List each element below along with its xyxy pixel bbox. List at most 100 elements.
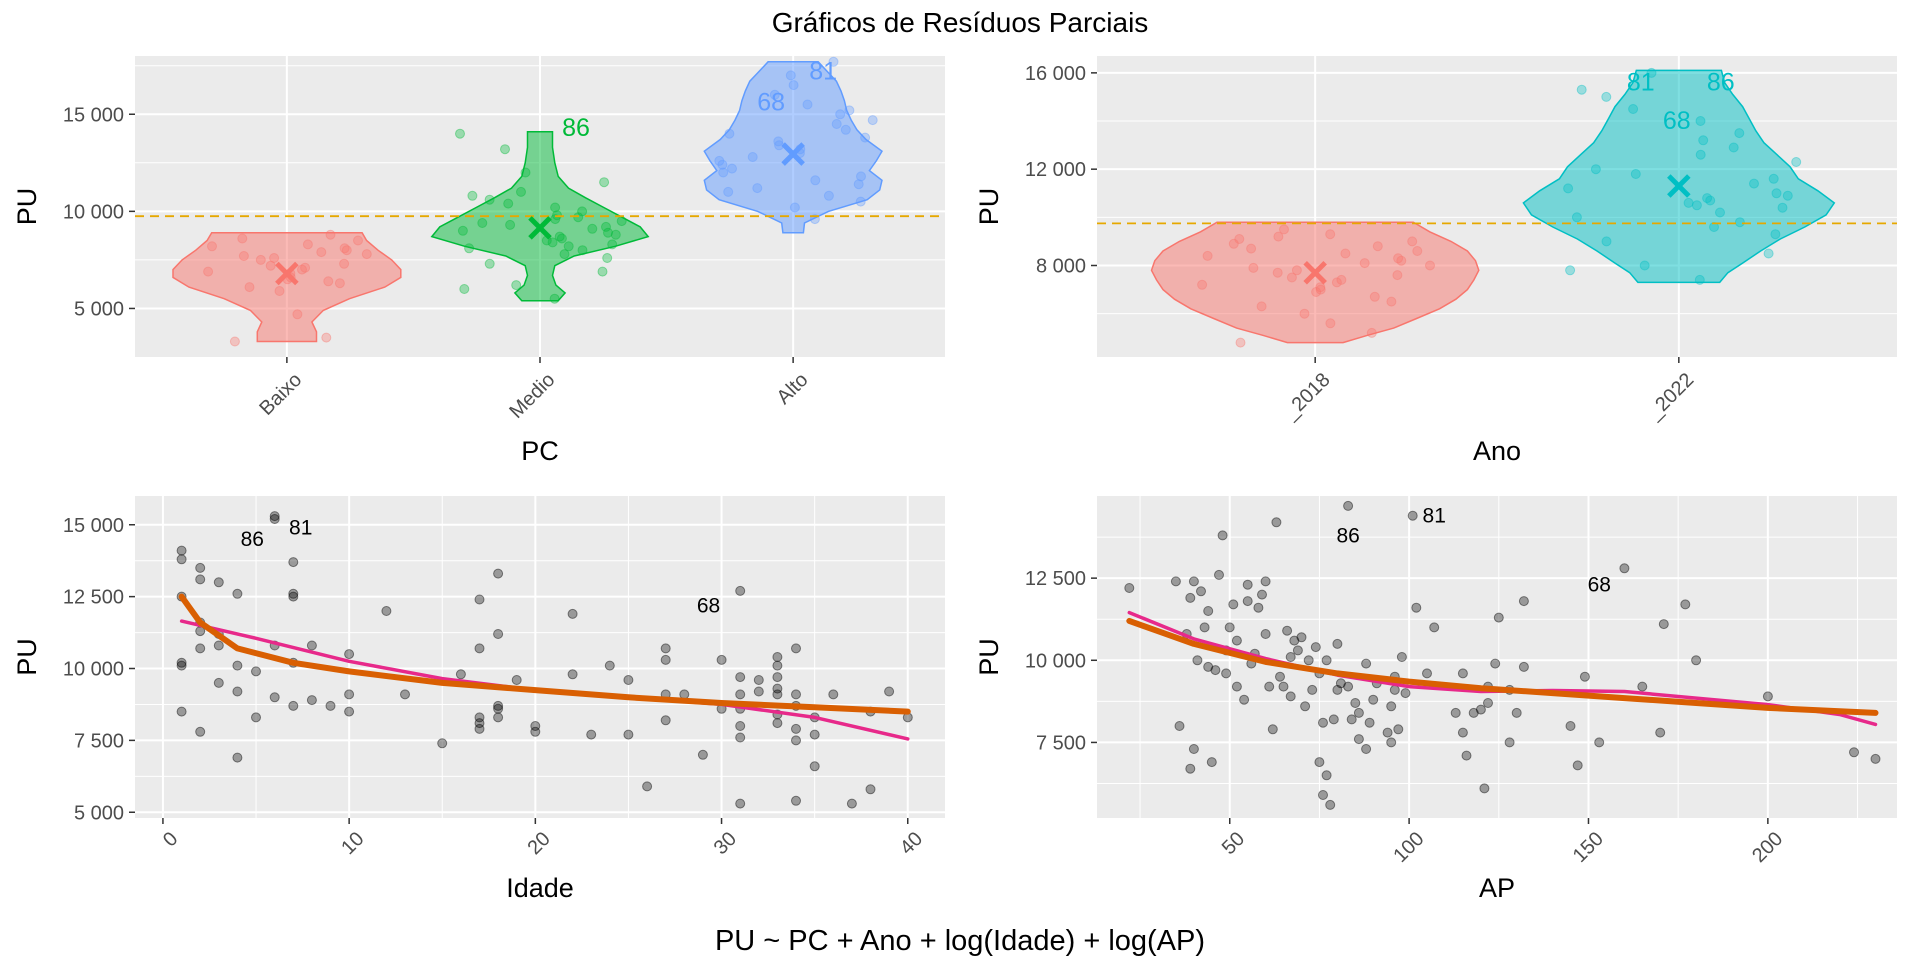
data-point xyxy=(747,152,758,162)
data-point xyxy=(1328,714,1339,725)
data-point xyxy=(573,212,584,223)
data-point xyxy=(597,266,608,277)
data-point xyxy=(1315,282,1326,293)
data-point xyxy=(1260,576,1271,587)
data-point xyxy=(1318,790,1328,800)
data-point xyxy=(1563,183,1574,194)
data-point xyxy=(1571,212,1582,223)
data-point xyxy=(772,718,783,729)
data-point xyxy=(586,729,597,740)
data-point xyxy=(1214,569,1224,580)
data-point xyxy=(1475,704,1486,715)
data-point xyxy=(459,284,470,294)
data-point xyxy=(1364,717,1375,728)
data-point xyxy=(660,654,671,665)
data-point xyxy=(1203,606,1214,616)
x-tick-label: 200 xyxy=(1748,828,1787,867)
outlier-label: 81 xyxy=(289,517,312,540)
smooth-line xyxy=(178,593,911,715)
data-point xyxy=(753,686,764,697)
data-point xyxy=(846,798,857,809)
outlier-label: 86 xyxy=(241,528,264,551)
data-point xyxy=(855,196,866,207)
data-point xyxy=(1630,169,1641,179)
data-point xyxy=(339,258,350,269)
data-point xyxy=(1260,629,1271,639)
data-point xyxy=(244,282,255,293)
data-point xyxy=(607,239,618,250)
data-point xyxy=(400,689,410,700)
data-point xyxy=(1791,157,1802,167)
data-point xyxy=(1450,707,1461,718)
data-point xyxy=(1771,188,1782,199)
data-point xyxy=(232,588,243,599)
data-point xyxy=(195,643,206,654)
data-point xyxy=(213,677,224,688)
data-point xyxy=(493,568,504,579)
data-point xyxy=(772,672,783,683)
y-tick-label: 16 000 xyxy=(1025,63,1086,85)
data-point xyxy=(516,186,526,197)
data-point xyxy=(269,692,280,703)
data-point xyxy=(1310,642,1321,653)
data-point xyxy=(785,70,796,81)
data-point xyxy=(176,554,187,565)
data-point xyxy=(1321,655,1332,666)
x-tick-label: 100 xyxy=(1389,828,1428,867)
data-point xyxy=(1461,750,1472,761)
data-point xyxy=(474,718,485,729)
data-point xyxy=(1291,265,1302,276)
data-point xyxy=(1311,287,1322,297)
data-point xyxy=(1782,190,1793,201)
y-tick-label: 12 500 xyxy=(1025,568,1086,590)
data-point xyxy=(623,675,634,685)
data-point xyxy=(1579,671,1590,682)
data-point xyxy=(791,689,801,700)
data-point xyxy=(853,179,864,190)
data-point xyxy=(1335,678,1346,689)
data-point xyxy=(1267,724,1278,735)
data-point xyxy=(772,660,783,671)
data-point xyxy=(1849,747,1859,758)
data-point xyxy=(176,660,187,671)
data-point xyxy=(1565,265,1576,276)
plot-background xyxy=(1097,496,1897,818)
data-point xyxy=(718,167,729,178)
data-point xyxy=(563,241,574,252)
data-point xyxy=(1231,635,1242,646)
data-point xyxy=(1353,734,1364,745)
y-tick-label: 15 000 xyxy=(63,515,124,537)
data-point xyxy=(1749,178,1759,189)
data-point xyxy=(1279,224,1289,235)
data-point xyxy=(464,243,475,254)
data-point xyxy=(1601,236,1612,247)
data-point xyxy=(1285,652,1296,662)
data-point xyxy=(1639,260,1650,271)
figure-caption: PU ~ PC + Ano + log(Idade) + log(AP) xyxy=(715,925,1205,957)
data-point xyxy=(302,239,313,250)
data-point xyxy=(1768,173,1779,184)
data-point xyxy=(802,99,813,110)
data-point xyxy=(288,557,299,568)
data-point xyxy=(1235,337,1246,348)
x-tick-label: Alto xyxy=(773,369,813,409)
data-point xyxy=(1382,727,1393,738)
data-point xyxy=(1392,270,1403,281)
x-tick-label: _2018 xyxy=(1279,369,1335,425)
data-point xyxy=(1303,655,1314,666)
data-point xyxy=(288,591,299,602)
data-point xyxy=(1275,671,1285,682)
data-point xyxy=(1366,327,1377,338)
data-point xyxy=(1325,799,1336,810)
data-point xyxy=(1396,652,1407,662)
outlier-label: 68 xyxy=(1588,574,1611,597)
data-point xyxy=(1272,267,1283,278)
data-point xyxy=(1407,510,1418,521)
data-point xyxy=(1196,586,1206,597)
panel-ap-scatter: 7 500 10 000 12 500 PU 86 81 68 50 100 150 200 AP xyxy=(974,496,1897,903)
data-point xyxy=(500,144,510,155)
data-point xyxy=(1271,517,1282,528)
data-point xyxy=(1483,698,1493,708)
data-point xyxy=(660,643,671,654)
smooth-line xyxy=(1126,617,1879,716)
